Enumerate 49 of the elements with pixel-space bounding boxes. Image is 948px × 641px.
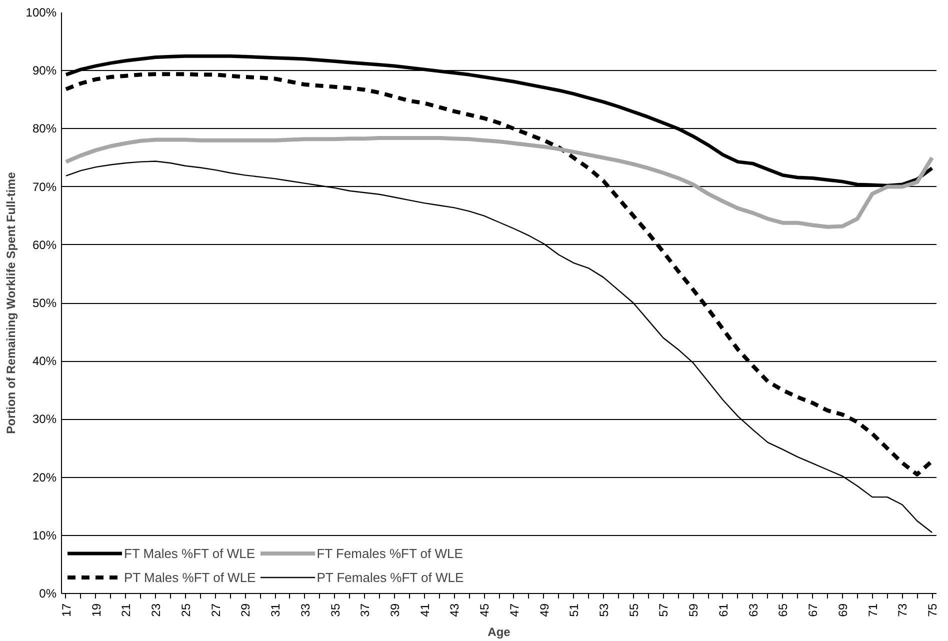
x-tick-label: 55 (626, 603, 641, 617)
y-tick-label: 60% (32, 238, 57, 252)
line-series (64, 136, 934, 229)
x-tick-label: 59 (686, 603, 701, 617)
y-tick-label: 50% (32, 296, 57, 310)
x-tick-label: 71 (866, 603, 880, 617)
y-tick-label: 10% (32, 528, 57, 542)
x-tick-label: 21 (119, 603, 134, 617)
y-tick-label: 0% (39, 586, 57, 600)
legend-label: FT Females %FT of WLE (316, 546, 463, 560)
x-tick-label: 43 (448, 603, 462, 617)
legend-label: FT Males %FT of WLE (124, 546, 255, 560)
x-tick-label: 69 (836, 603, 850, 617)
y-tick-label: 30% (32, 412, 57, 426)
x-tick-label: 45 (478, 603, 492, 617)
line-series (65, 160, 933, 534)
x-tick-label: 41 (418, 603, 432, 617)
x-tick-label: 33 (298, 603, 312, 617)
x-tick-label: 51 (567, 603, 582, 617)
x-tick-label: 53 (597, 603, 612, 617)
x-tick-label: 35 (328, 603, 342, 617)
x-tick-label: 65 (776, 603, 790, 617)
x-tick-label: 73 (896, 603, 910, 617)
x-tick-label: 31 (268, 603, 283, 617)
x-tick-label: 29 (238, 603, 253, 617)
x-axis-title: Age (488, 624, 511, 639)
x-tick-label: 27 (208, 603, 223, 617)
y-tick-label: 40% (32, 354, 57, 368)
x-tick-label: 19 (89, 603, 104, 617)
y-tick-label: 90% (32, 64, 57, 78)
x-tick-label: 17 (59, 603, 74, 617)
x-tick-label: 57 (656, 603, 671, 617)
x-tick-label: 49 (537, 603, 552, 617)
y-tick-label: 100% (26, 6, 57, 20)
x-tick-label: 47 (507, 603, 522, 617)
y-tick-label: 20% (32, 470, 57, 484)
y-tick-label: 70% (32, 180, 57, 194)
x-tick-label: 61 (716, 603, 730, 617)
legend-label: PT Males %FT of WLE (124, 570, 256, 584)
x-tick-label: 39 (388, 603, 402, 617)
legend-label: PT Females %FT of WLE (316, 570, 464, 584)
x-tick-label: 37 (358, 603, 372, 617)
x-tick-label: 75 (926, 603, 940, 617)
x-tick-label: 23 (149, 603, 164, 617)
x-tick-label: 67 (806, 603, 820, 617)
x-tick-label: 63 (746, 603, 760, 617)
x-tick-label: 25 (178, 603, 193, 617)
y-axis-title: Portion of Remaining Worklife Spent Full-time (4, 172, 18, 434)
y-tick-label: 80% (32, 122, 57, 136)
